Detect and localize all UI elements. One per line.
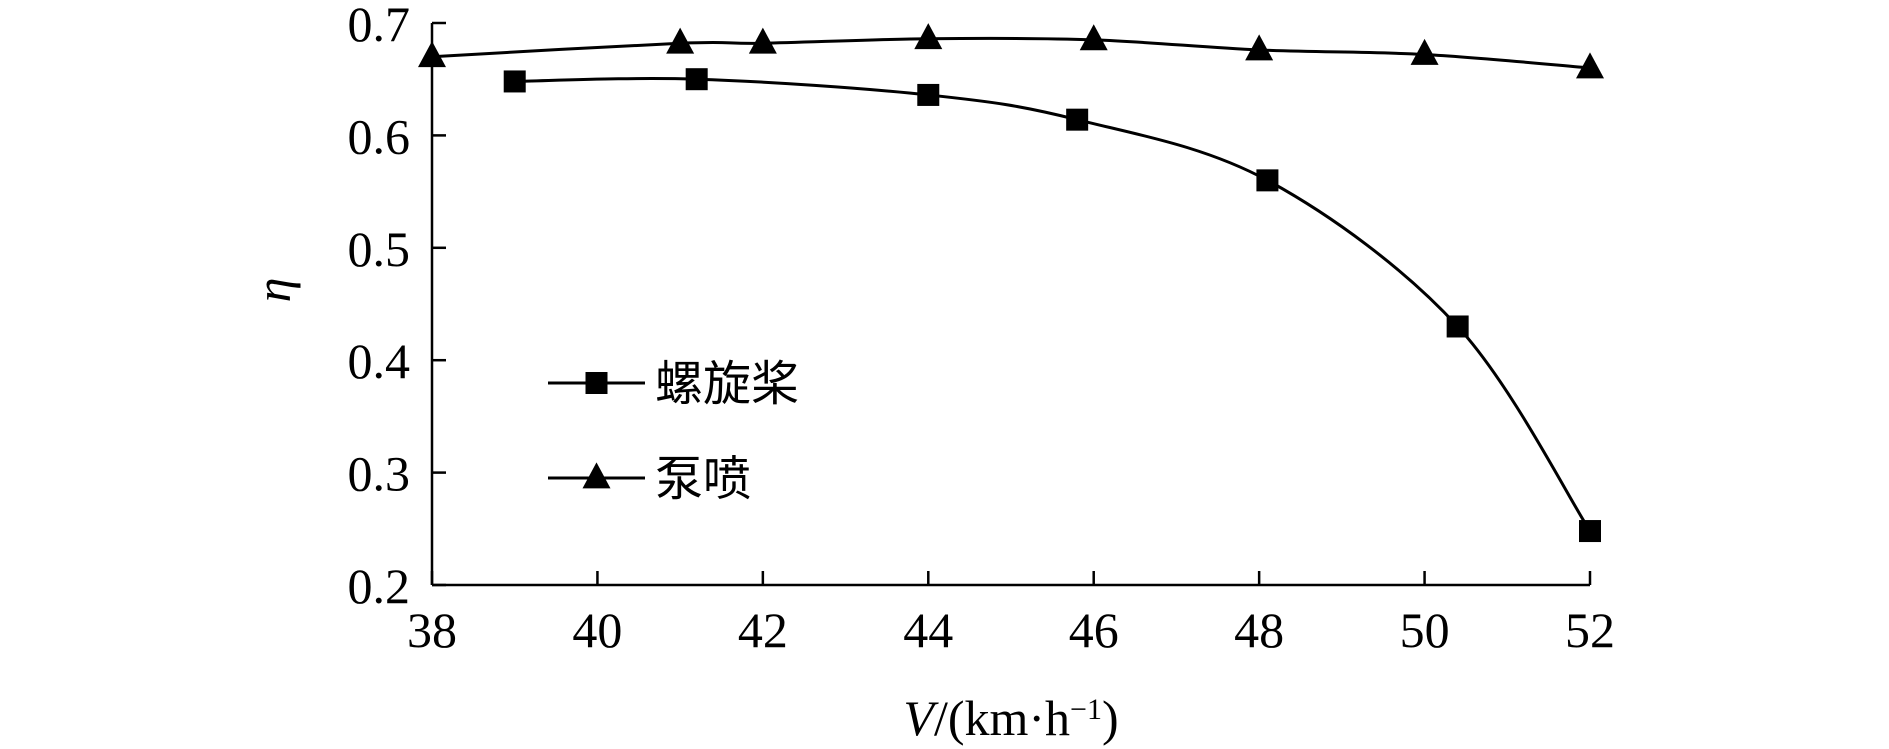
data-point-triangle bbox=[748, 27, 777, 54]
axes bbox=[430, 23, 1590, 587]
x-axis-label-unit: /(km·h bbox=[934, 690, 1070, 746]
legend-marker-square bbox=[585, 372, 608, 394]
data-point-square bbox=[1579, 520, 1601, 543]
legend-item-square: 螺旋桨 bbox=[548, 356, 799, 412]
x-tick-label: 42 bbox=[738, 602, 788, 658]
series-square bbox=[503, 68, 1601, 543]
legend-marker-triangle bbox=[582, 462, 611, 489]
x-tick-label: 38 bbox=[407, 602, 457, 658]
x-axis-label: V/(km·h−1) bbox=[903, 690, 1118, 746]
legend-label: 泵喷 bbox=[655, 451, 751, 507]
y-tick-label: 0.6 bbox=[348, 108, 411, 164]
legend-label: 螺旋桨 bbox=[655, 356, 799, 412]
x-tick-label: 40 bbox=[572, 602, 622, 658]
data-point-square bbox=[1066, 108, 1089, 131]
series bbox=[418, 23, 1604, 543]
y-tick-label: 0.3 bbox=[348, 446, 411, 502]
data-point-triangle bbox=[1576, 52, 1604, 79]
data-point-triangle bbox=[914, 23, 943, 50]
x-tick-label: 52 bbox=[1565, 602, 1615, 658]
data-point-triangle bbox=[666, 27, 695, 54]
data-point-square bbox=[1446, 315, 1469, 338]
x-tick-label: 44 bbox=[903, 602, 953, 658]
y-tick-label: 0.5 bbox=[348, 221, 411, 277]
data-point-triangle bbox=[1245, 34, 1274, 61]
legend-item-triangle: 泵喷 bbox=[548, 451, 751, 507]
y-tick-label: 0.7 bbox=[348, 0, 411, 52]
data-point-square bbox=[685, 68, 708, 91]
data-point-square bbox=[1256, 169, 1279, 192]
y-tick-label: 0.2 bbox=[348, 558, 411, 614]
y-tick-label: 0.4 bbox=[348, 333, 411, 389]
data-point-square bbox=[503, 70, 526, 93]
ticks: 38 40 42 44 46 48 50 52 0.2 0.3 0.4 0.5 0.6 0.7 bbox=[348, 0, 1616, 658]
x-tick-label: 50 bbox=[1400, 602, 1450, 658]
series-triangle bbox=[418, 23, 1604, 79]
y-axis-label: η bbox=[245, 278, 301, 303]
x-tick-label: 48 bbox=[1234, 602, 1284, 658]
data-point-triangle bbox=[1410, 38, 1439, 65]
x-axis-label-var: V bbox=[903, 690, 939, 746]
x-tick-label: 46 bbox=[1069, 602, 1119, 658]
data-point-triangle bbox=[418, 41, 446, 68]
x-axis-label-close: ) bbox=[1102, 690, 1119, 746]
data-point-square bbox=[917, 83, 940, 106]
x-axis-label-sup: −1 bbox=[1070, 693, 1102, 726]
data-point-triangle bbox=[1079, 24, 1108, 51]
